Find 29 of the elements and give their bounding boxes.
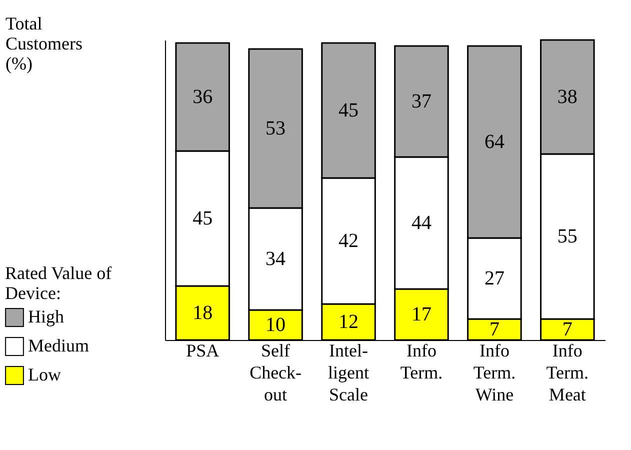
data-label: 53 bbox=[266, 118, 286, 140]
legend-label: High bbox=[28, 306, 64, 326]
data-label: 17 bbox=[411, 304, 432, 326]
data-label: 34 bbox=[266, 248, 286, 270]
x-tick-label: PSA bbox=[186, 340, 220, 360]
data-label: 38 bbox=[557, 86, 578, 108]
data-label: 10 bbox=[266, 314, 286, 336]
data-label: 44 bbox=[411, 212, 432, 234]
data-label: 18 bbox=[192, 302, 213, 324]
data-label: 36 bbox=[192, 86, 213, 108]
data-label: 64 bbox=[484, 131, 504, 153]
y-axis-title: Total Customers (%) bbox=[6, 14, 83, 74]
data-label: 45 bbox=[338, 100, 359, 122]
data-label: 42 bbox=[338, 230, 359, 252]
x-tick-label: Intel- ligent Scale bbox=[328, 340, 370, 404]
data-label: 27 bbox=[484, 268, 504, 290]
data-label: 7 bbox=[489, 318, 500, 340]
legend-title: Rated Value of Device: bbox=[5, 263, 112, 303]
legend-label: Medium bbox=[28, 336, 89, 356]
data-label: 55 bbox=[557, 226, 578, 248]
x-tick-label: Info Term. Wine bbox=[473, 340, 516, 404]
data-label: 45 bbox=[192, 208, 213, 230]
data-label: 37 bbox=[411, 90, 432, 112]
data-label: 7 bbox=[562, 318, 572, 340]
legend-label: Low bbox=[28, 364, 61, 384]
x-tick-label: Info Term. Meat bbox=[546, 340, 589, 404]
data-label: 12 bbox=[338, 311, 359, 333]
x-tick-label: Info Term. bbox=[400, 340, 443, 382]
x-tick-label: Self Check- out bbox=[250, 340, 302, 404]
